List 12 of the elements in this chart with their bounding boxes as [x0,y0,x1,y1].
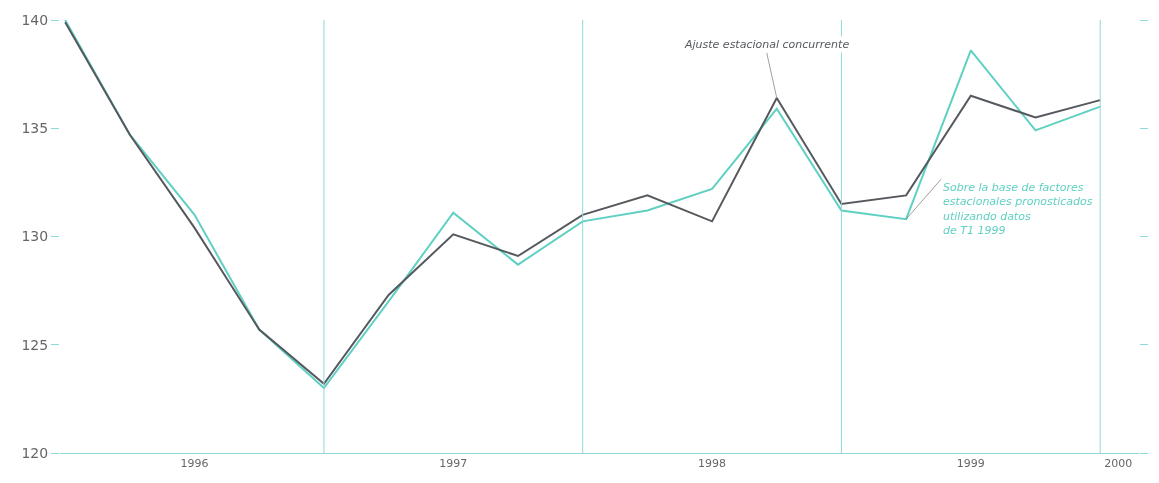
text: Ajuste estacional concurrente [684,38,850,51]
y-tick-label: 130 [21,228,49,245]
x-tick-label: 1999 [956,457,985,471]
y-tick-label: 125 [21,336,49,353]
y-tick-label: 135 [21,120,49,137]
series-label: Sobre la base de factores estacionales pronosticados utilizando datos de T1 1999 [943,181,1093,237]
y-tick-label: 140 [21,11,49,28]
y-tick-label: 120 [21,444,49,461]
x-tick-label: 1997 [439,457,468,471]
x-tick-label: 1998 [698,457,727,471]
x-tick-label: 2000 [1104,457,1133,471]
x-tick-label: 1996 [180,457,209,471]
